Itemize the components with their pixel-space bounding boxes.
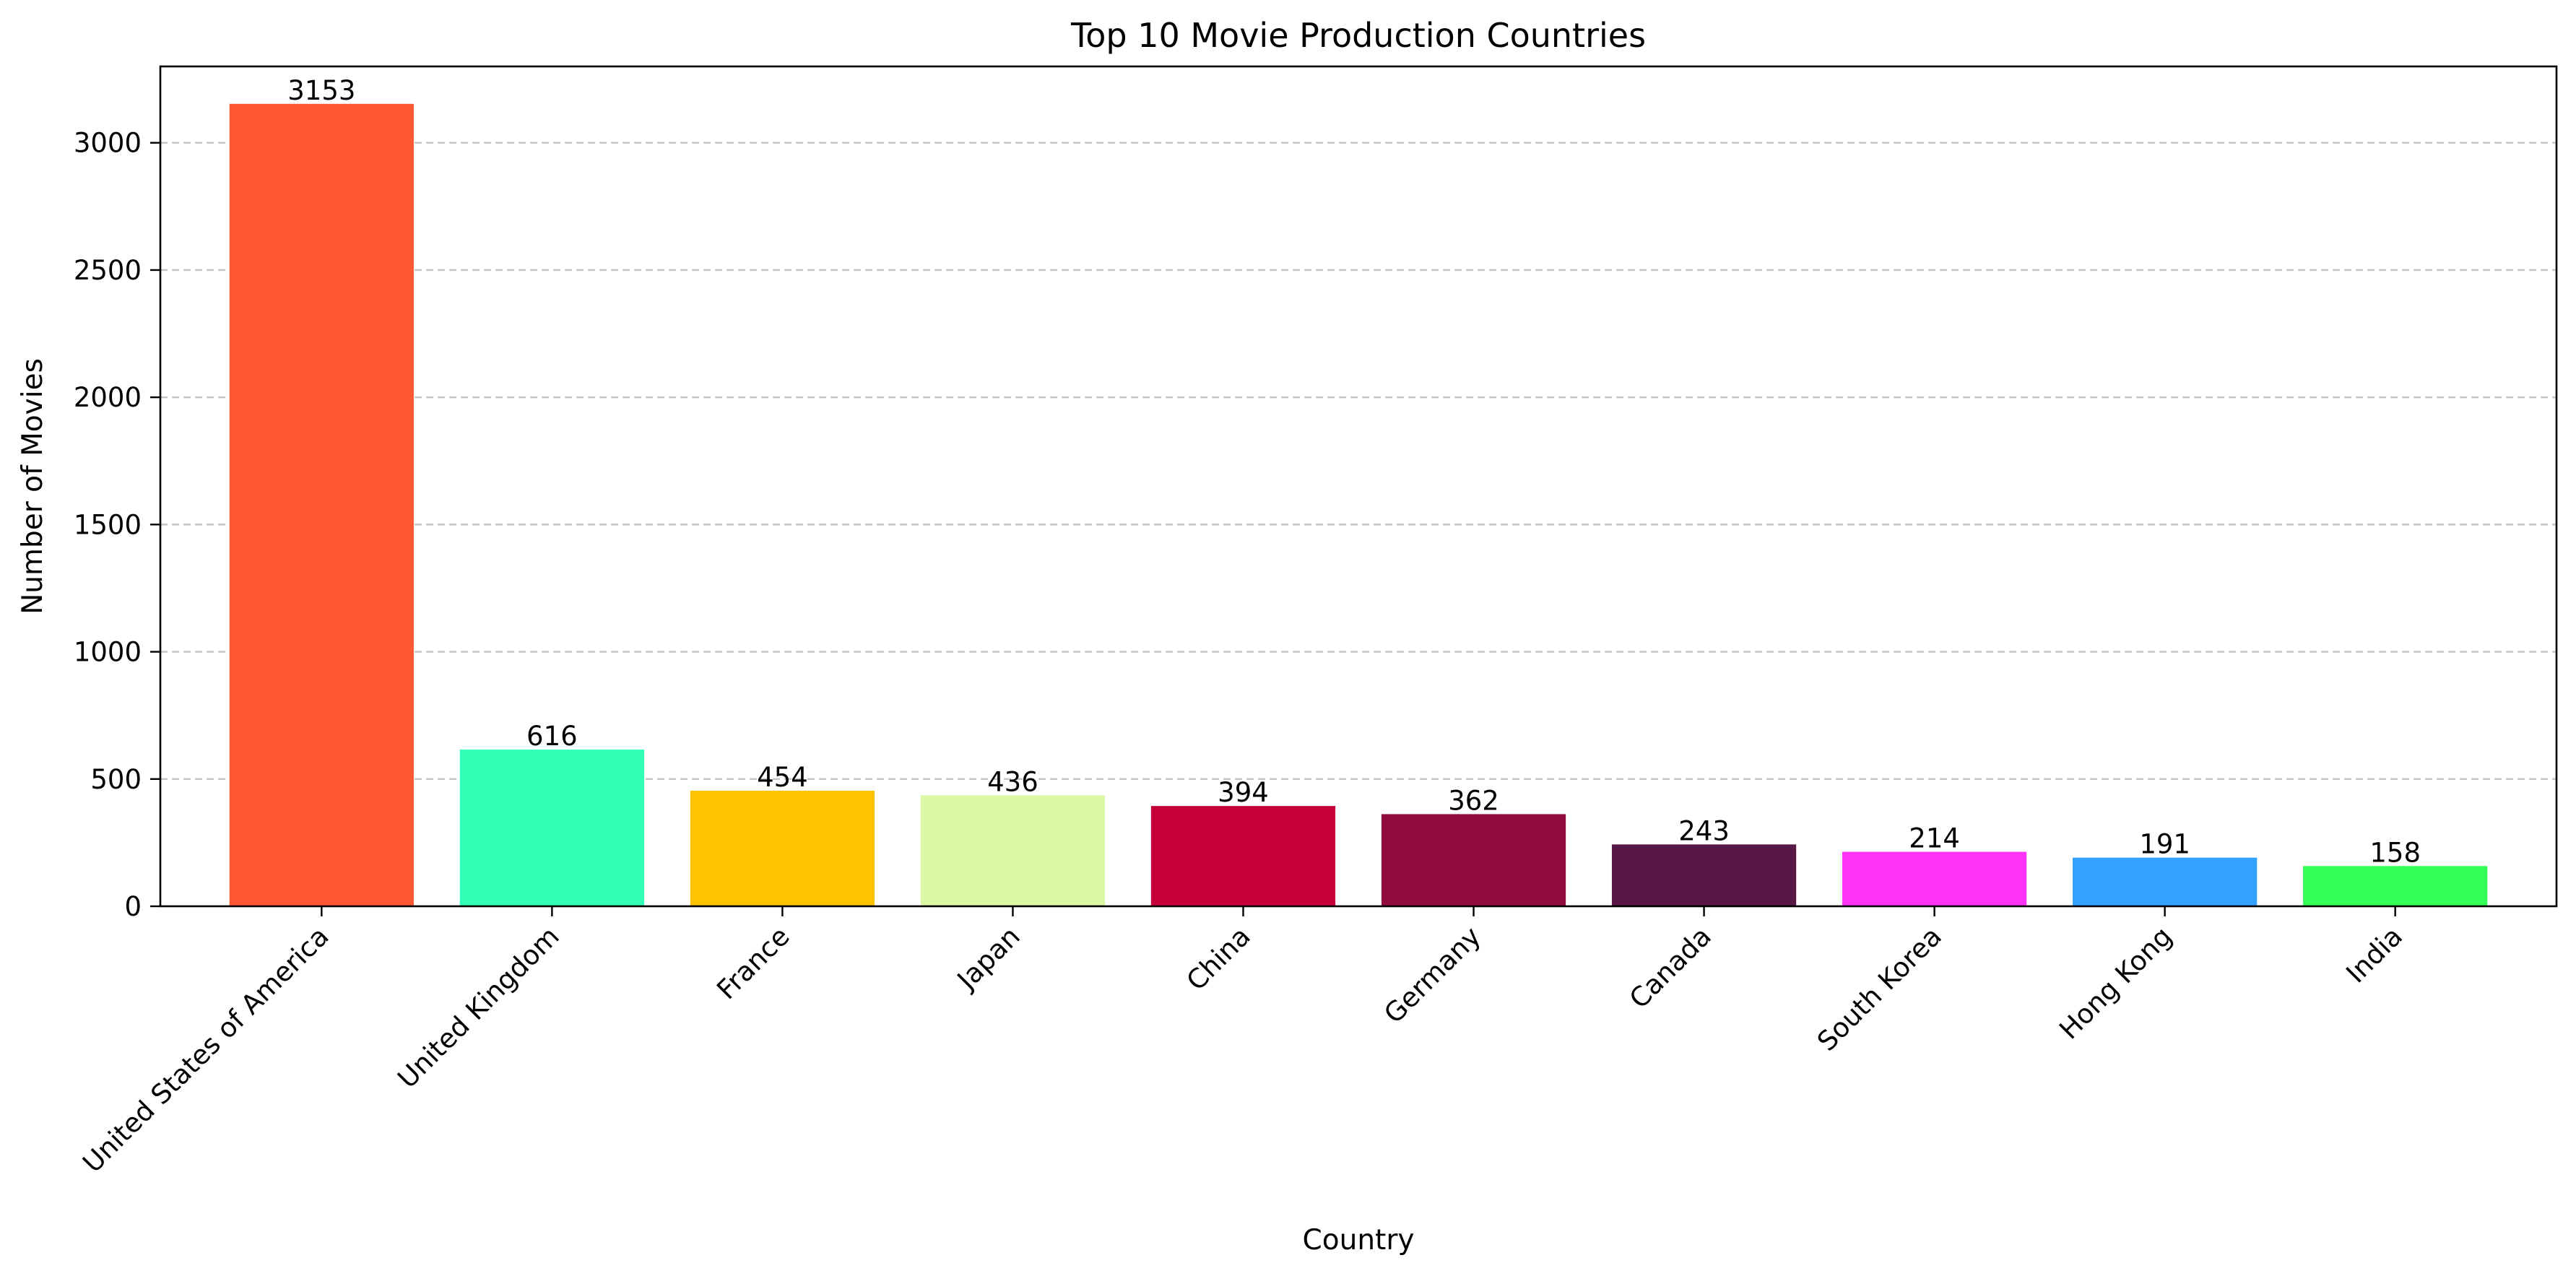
bar-value-label: 3153: [287, 75, 355, 106]
chart-title: Top 10 Movie Production Countries: [1070, 16, 1646, 55]
x-axis-label: Country: [1303, 1224, 1415, 1257]
bar-united-states-of-america: [229, 103, 414, 906]
bar-japan: [920, 795, 1106, 906]
y-tick-label: 3000: [74, 128, 142, 159]
plot-frame: [159, 65, 2558, 908]
bar-china: [1150, 806, 1336, 906]
y-tick-label: 2500: [74, 255, 142, 286]
y-tick-label: 1000: [74, 637, 142, 668]
y-tick-label: 0: [124, 891, 142, 922]
bars: [229, 103, 2488, 906]
bar-canada: [1611, 844, 1797, 906]
bar-value-label: 616: [526, 721, 578, 752]
bar-value-label: 243: [1678, 815, 1730, 846]
bar-value-label: 394: [1218, 777, 1269, 808]
bar-south-korea: [1842, 851, 2027, 906]
bar-hong-kong: [2073, 857, 2258, 906]
bar-germany: [1381, 814, 1566, 906]
bar-united-kingdom: [459, 749, 644, 906]
bar-value-label: 214: [1909, 823, 1960, 854]
bar-india: [2303, 866, 2488, 906]
y-axis: 0 500 1000 1500 2000 2500 3000: [74, 128, 160, 922]
bar-value-labels: 3153 616 454 436 394 362 243 214 191 158: [287, 75, 2421, 869]
y-tick-label: 2000: [74, 382, 142, 413]
bar-value-label: 362: [1448, 785, 1499, 816]
bar-value-label: 454: [757, 762, 808, 793]
y-tick-label: 500: [90, 764, 142, 795]
y-tick-label: 1500: [74, 509, 142, 540]
y-axis-label: Number of Movies: [17, 358, 49, 615]
bar-value-label: 436: [987, 766, 1038, 797]
bar-value-label: 158: [2369, 837, 2421, 868]
bar-value-label: 191: [2139, 829, 2190, 860]
bar-france: [690, 790, 875, 906]
